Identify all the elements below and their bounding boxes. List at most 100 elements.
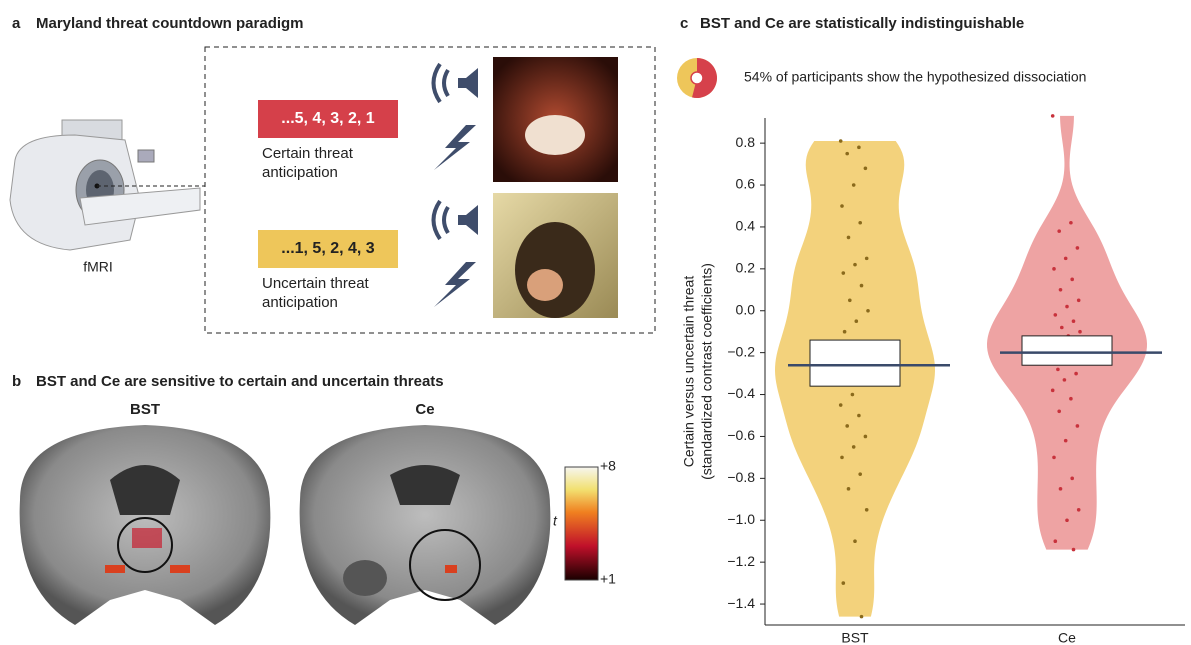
condition-label: Uncertain threat anticipation [262,274,402,312]
pie-text: 54% of participants show the hypothesize… [744,69,1086,85]
data-point [1057,410,1061,414]
scanner-label: fMRI [83,259,113,275]
data-point [842,271,846,275]
y-tick-label: −1.2 [727,553,755,569]
scanner [10,120,205,250]
data-point [840,204,844,208]
page: a Maryland threat countdown paradigm fMR… [0,0,1191,645]
data-point [866,309,870,313]
data-point [1074,372,1078,376]
data-point [860,284,864,288]
data-point [1076,246,1080,250]
data-point [845,152,849,156]
data-point [1054,539,1058,543]
panel-letter: c [680,15,688,32]
y-axis-label: Certain versus uncertain threat [681,276,697,468]
y-tick-label: −1.4 [727,595,755,611]
x-tick-label: BST [841,630,869,645]
data-point [1077,298,1081,302]
panel-title: Maryland threat countdown paradigm [36,15,304,32]
data-point [864,166,868,170]
brain-label: Ce [415,401,434,418]
y-tick-label: −1.0 [727,511,755,527]
data-point [1072,319,1076,323]
y-tick-label: −0.6 [727,427,755,443]
data-point [847,236,851,240]
data-point [1064,257,1068,261]
violin [987,116,1147,550]
data-point [1054,313,1058,317]
x-tick-label: Ce [1058,630,1076,645]
data-point [1057,229,1061,233]
data-point [853,539,857,543]
data-point [1063,378,1067,382]
y-tick-label: 0.8 [736,134,756,150]
colorbar-label: t [553,513,558,529]
data-point [864,435,868,439]
data-point [852,183,856,187]
data-point [1060,326,1064,330]
icons [434,64,479,307]
y-tick-label: 0.4 [736,218,756,234]
y-tick-label: −0.8 [727,469,755,485]
sequence-box: ...5, 4, 3, 2, 1 [258,100,398,138]
panel-letter: b [12,373,21,390]
brain-image [20,425,271,625]
data-point [1052,267,1056,271]
data-point [1065,518,1069,522]
data-point [839,403,843,407]
data-point [842,581,846,585]
data-point [1059,288,1063,292]
data-point [1065,305,1069,309]
data-point [858,472,862,476]
data-point [1052,456,1056,460]
threat-image [527,269,563,301]
data-point [857,146,861,150]
data-point [1076,424,1080,428]
figure: a Maryland threat countdown paradigm fMR… [0,0,1191,645]
box [1022,336,1112,365]
condition-label: Certain threat anticipation [262,144,402,182]
data-point [1064,439,1068,443]
threat-image [515,222,595,318]
y-axis-label: (standardized contrast coefficients) [699,263,715,480]
data-point [858,221,862,225]
data-point [865,257,869,261]
data-point [845,424,849,428]
data-point [1072,548,1076,552]
panel-title: BST and Ce are statistically indistingui… [700,15,1024,32]
y-tick-label: 0.0 [736,301,756,317]
panel-letter: a [12,15,21,32]
data-point [840,456,844,460]
colorbar-max: +8 [600,458,616,474]
data-point [1069,397,1073,401]
data-point [848,298,852,302]
data-point [1069,221,1073,225]
pie-center [691,72,703,84]
data-point [1056,368,1060,372]
data-point [860,615,864,619]
data-point [1051,114,1055,118]
y-tick-label: −0.2 [727,343,755,359]
y-tick-label: −0.4 [727,385,755,401]
data-point [1077,508,1081,512]
panel-title: BST and Ce are sensitive to certain and … [36,373,444,390]
data-point [839,139,843,143]
threat-image [525,115,585,155]
brain-label: BST [130,401,160,418]
brain-image [300,425,551,625]
data-point [865,508,869,512]
colorbar-min: +1 [600,571,616,587]
data-point [857,414,861,418]
data-point [852,445,856,449]
data-point [843,330,847,334]
data-point [853,263,857,267]
y-tick-label: 0.6 [736,176,756,192]
data-point [1078,330,1082,334]
data-point [1059,487,1063,491]
data-point [1070,477,1074,481]
colorbar [565,467,598,580]
data-point [847,487,851,491]
data-point [1051,389,1055,393]
box [810,340,900,386]
